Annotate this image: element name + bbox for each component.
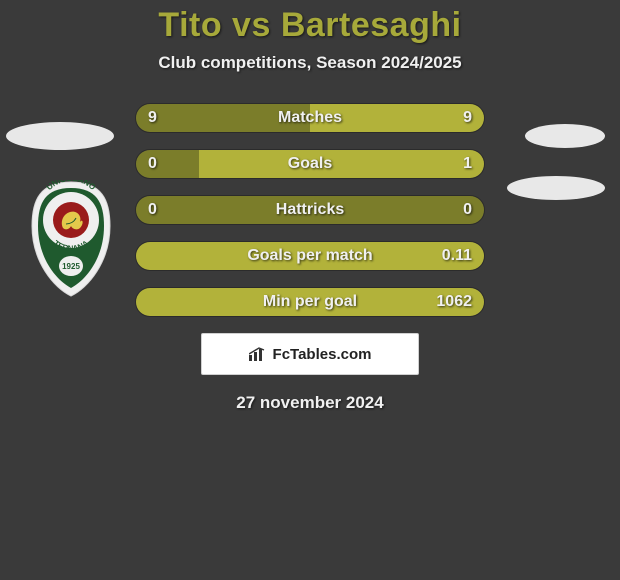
stat-bar-right	[199, 150, 484, 178]
stat-left-value: 9	[148, 109, 157, 127]
page-title: Tito vs Bartesaghi	[0, 0, 620, 45]
stat-right-value: 1062	[436, 293, 472, 311]
stat-row-hattricks: 0 Hattricks 0	[135, 195, 485, 225]
stat-right-value: 1	[463, 155, 472, 173]
decor-ellipse-left	[6, 122, 114, 150]
stat-right-value: 0	[463, 201, 472, 219]
decor-ellipse-right-1	[525, 124, 605, 148]
crest-year: 1925	[62, 262, 80, 271]
decor-ellipse-right-2	[507, 176, 605, 200]
stat-row-matches: 9 Matches 9	[135, 103, 485, 133]
page-subtitle: Club competitions, Season 2024/2025	[0, 53, 620, 73]
stat-row-mpg: Min per goal 1062	[135, 287, 485, 317]
stat-label: Matches	[278, 109, 342, 127]
branding-badge[interactable]: FcTables.com	[201, 333, 419, 375]
stat-label: Min per goal	[263, 293, 357, 311]
stat-right-value: 0.11	[442, 247, 472, 265]
stat-label: Hattricks	[276, 201, 344, 219]
stat-right-value: 9	[463, 109, 472, 127]
stat-label: Goals per match	[247, 247, 372, 265]
branding-text: FcTables.com	[273, 346, 372, 363]
stat-row-gpm: Goals per match 0.11	[135, 241, 485, 271]
stat-left-value: 0	[148, 155, 157, 173]
club-crest: UNICUSANO TERNANA 1925	[30, 180, 112, 298]
stat-left-value: 0	[148, 201, 157, 219]
stat-row-goals: 0 Goals 1	[135, 149, 485, 179]
chart-icon	[249, 347, 267, 361]
stat-label: Goals	[288, 155, 332, 173]
date-text: 27 november 2024	[0, 393, 620, 413]
stat-bar-left	[136, 150, 199, 178]
stats-container: 9 Matches 9 0 Goals 1 0 Hattricks 0 Goal…	[135, 103, 485, 317]
